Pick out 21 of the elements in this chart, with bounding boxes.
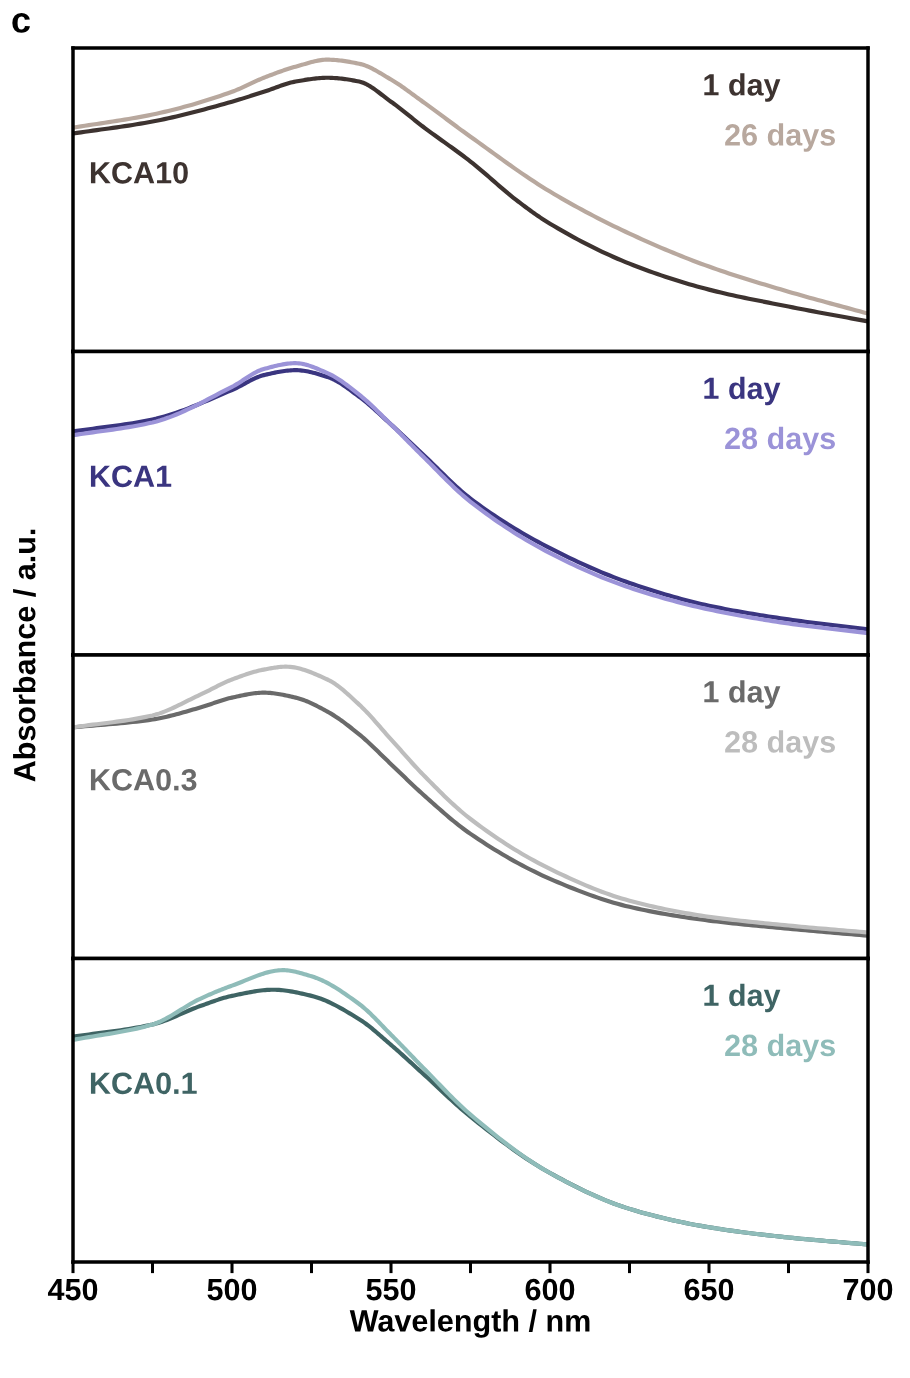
text: 1 day [704,73,781,102]
text: 28 days [725,730,835,759]
text: 1 day [704,680,781,709]
text: 28 days [725,426,835,456]
y-axis-title: Absorbance / a.u. [13,529,36,782]
x-tick-label: 600 [525,1278,575,1301]
x-tick-label: 550 [366,1278,416,1301]
x-tick-label: 700 [843,1278,893,1301]
text: 28 days [725,1033,835,1063]
text: 1 day [704,983,781,1013]
annotation: KCA10 [90,162,188,184]
x-tick-label: 500 [207,1278,257,1301]
text: c [12,13,30,33]
annotation: KCA1 [90,465,172,488]
annotation: KCA0.3 [90,769,197,791]
text: 1 day [704,376,781,406]
text: 26 days [725,123,835,152]
annotation: KCA0.1 [90,1072,197,1095]
x-axis-title: Wavelength / nm [349,1309,590,1338]
x-tick-label: 650 [684,1278,734,1301]
x-tick-label: 450 [47,1278,98,1301]
